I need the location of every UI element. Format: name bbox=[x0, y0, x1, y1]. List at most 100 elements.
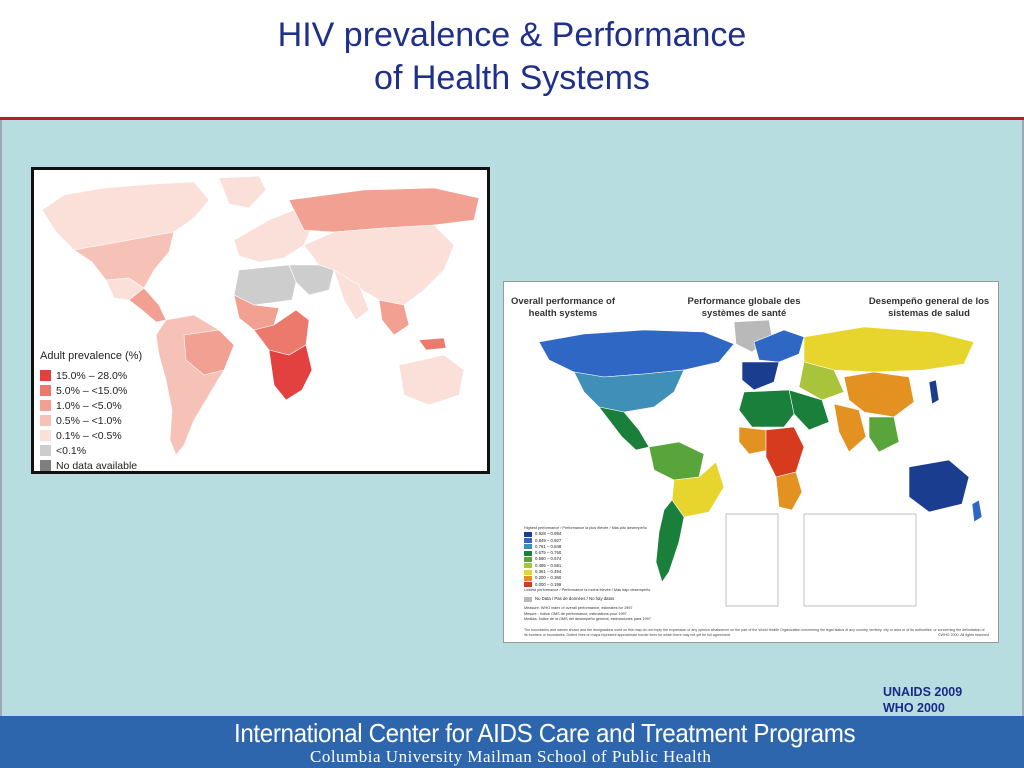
legend-label: 0.200 – 0.360 bbox=[535, 575, 562, 581]
legend-swatch bbox=[40, 430, 51, 441]
hiv-middle-east bbox=[288, 264, 335, 296]
legend-label: 0.928 – 0.994 bbox=[535, 531, 562, 537]
legend-label: 0.590 – 0.674 bbox=[535, 556, 562, 562]
who-russia bbox=[803, 326, 975, 373]
legend-label: 1.0% – <5.0% bbox=[56, 399, 122, 412]
who-mexico-central bbox=[598, 406, 650, 451]
title-divider bbox=[0, 117, 1024, 120]
legend-label: 15.0% – 28.0% bbox=[56, 369, 128, 382]
who-legend-top: Highest performance / Performance la plu… bbox=[524, 526, 647, 530]
legend-swatch bbox=[40, 445, 51, 456]
hiv-southern-africa bbox=[268, 344, 313, 401]
slide-title: HIV prevalence & Performance of Health S… bbox=[0, 14, 1024, 100]
who-legend-item: 0.200 – 0.360 bbox=[524, 575, 724, 581]
who-note: Measure: WHO index of overall performanc… bbox=[524, 606, 633, 611]
who-north-south-america bbox=[648, 441, 705, 481]
legend-label: 0.849 – 0.927 bbox=[535, 537, 562, 543]
who-central-africa bbox=[765, 426, 805, 478]
legend-label: 5.0% – <15.0% bbox=[56, 384, 128, 397]
legend-swatch bbox=[524, 550, 532, 556]
who-legend: Highest performance / Performance la plu… bbox=[524, 526, 724, 622]
legend-swatch bbox=[40, 415, 51, 426]
who-note: Medida: Índice de la OMS del desempeño g… bbox=[524, 616, 651, 621]
who-legend-bottom: Lowest performance / Performance la moin… bbox=[524, 587, 651, 592]
hiv-legend-item: 1.0% – <5.0% bbox=[40, 398, 180, 413]
legend-swatch bbox=[40, 460, 51, 471]
hiv-legend-item: No data available bbox=[40, 458, 180, 473]
who-disclaimer: The boundaries and names shown and the d… bbox=[524, 628, 989, 638]
who-europe-west bbox=[741, 361, 780, 391]
source-citations: UNAIDS 2009 WHO 2000 bbox=[883, 684, 962, 716]
legend-label: 0.000 – 0.199 bbox=[535, 581, 562, 587]
legend-swatch bbox=[524, 544, 532, 550]
footer-school-name: Columbia University Mailman School of Pu… bbox=[310, 747, 712, 766]
legend-label: 0.675 – 0.760 bbox=[535, 550, 562, 556]
legend-swatch bbox=[524, 575, 532, 581]
footer-org-name: International Center for AIDS Care and T… bbox=[234, 718, 856, 748]
who-west-africa bbox=[738, 426, 770, 455]
legend-label: No Data / Pas de données / No hay datos bbox=[535, 596, 615, 602]
legend-swatch bbox=[40, 370, 51, 381]
hiv-greenland bbox=[218, 175, 267, 209]
who-legend-item: 0.849 – 0.927 bbox=[524, 538, 724, 544]
hiv-north-africa bbox=[233, 264, 297, 306]
legend-swatch bbox=[40, 400, 51, 411]
who-performance-map: Overall performance of health systems Pe… bbox=[503, 281, 999, 643]
hiv-southeast-asia bbox=[378, 299, 410, 336]
who-legend-item: 0.928 – 0.994 bbox=[524, 531, 724, 537]
who-disclaimer-text: The boundaries and names shown and the d… bbox=[524, 628, 985, 637]
legend-swatch bbox=[524, 582, 532, 588]
hiv-prevalence-map: Adult prevalence (%) 15.0% – 28.0% 5.0% … bbox=[31, 167, 490, 474]
hiv-new-guinea bbox=[418, 337, 447, 351]
hiv-legend-title: Adult prevalence (%) bbox=[40, 350, 143, 362]
legend-label: <0.1% bbox=[56, 444, 87, 457]
slide-title-line1: HIV prevalence & Performance bbox=[277, 16, 747, 54]
legend-swatch bbox=[40, 385, 51, 396]
who-china bbox=[843, 371, 915, 418]
source-unaids: UNAIDS 2009 bbox=[883, 685, 963, 699]
hiv-russia bbox=[288, 187, 480, 233]
who-australia bbox=[908, 459, 970, 513]
who-heading-en: Overall performance of health systems bbox=[510, 296, 615, 319]
source-who: WHO 2000 bbox=[883, 701, 945, 715]
who-legend-item: 0.000 – 0.199 bbox=[524, 582, 724, 588]
legend-label: 0.495 – 0.591 bbox=[535, 562, 562, 568]
legend-label: 0.361 – 0.494 bbox=[535, 568, 562, 574]
legend-swatch bbox=[524, 531, 532, 537]
legend-label: 0.761 – 0.848 bbox=[535, 543, 562, 549]
hiv-legend: Adult prevalence (%) 15.0% – 28.0% 5.0% … bbox=[40, 350, 180, 473]
who-south-asia bbox=[833, 403, 867, 453]
hiv-brazil-region bbox=[183, 329, 235, 376]
hiv-world-map-graphic bbox=[41, 175, 480, 456]
hiv-legend-item: 15.0% – 28.0% bbox=[40, 368, 180, 383]
who-japan bbox=[928, 379, 940, 405]
who-inset-pacific bbox=[803, 513, 917, 607]
hiv-legend-item: 0.5% – <1.0% bbox=[40, 413, 180, 428]
hiv-legend-item: 0.1% – <0.5% bbox=[40, 428, 180, 443]
legend-label: 0.1% – <0.5% bbox=[56, 429, 122, 442]
who-europe-north bbox=[753, 329, 805, 363]
who-heading-fr: Performance globale des systèmes de sant… bbox=[687, 296, 801, 319]
who-southern-africa bbox=[775, 471, 803, 511]
who-central-asia bbox=[798, 361, 845, 401]
who-legend-item: 0.761 – 0.848 bbox=[524, 544, 724, 550]
who-heading-es: Desempeño general de los sistemas de sal… bbox=[868, 296, 990, 319]
who-north-africa bbox=[738, 389, 795, 428]
legend-swatch bbox=[524, 563, 532, 569]
who-usa bbox=[573, 369, 685, 413]
legend-swatch bbox=[524, 557, 532, 563]
legend-label: No data available bbox=[56, 459, 138, 472]
hiv-legend-item: 5.0% – <15.0% bbox=[40, 383, 180, 398]
who-world-map-graphic bbox=[538, 319, 983, 607]
who-note: Mesure : Indice OMS de performance, esti… bbox=[524, 611, 627, 616]
who-legend-item: 0.590 – 0.674 bbox=[524, 556, 724, 563]
hiv-legend-item: <0.1% bbox=[40, 443, 180, 458]
who-canada bbox=[538, 329, 735, 378]
who-copyright: ©WHO 2000. All rights reserved bbox=[938, 633, 989, 637]
who-legend-no-data: No Data / Pas de données / No hay datos bbox=[524, 596, 724, 602]
hiv-australia bbox=[398, 354, 465, 406]
slide-title-line2: of Health Systems bbox=[374, 59, 650, 97]
footer-banner: International Center for AIDS Care and T… bbox=[0, 716, 1024, 768]
who-inset-caribbean bbox=[725, 513, 779, 607]
legend-label: 0.5% – <1.0% bbox=[56, 414, 122, 427]
